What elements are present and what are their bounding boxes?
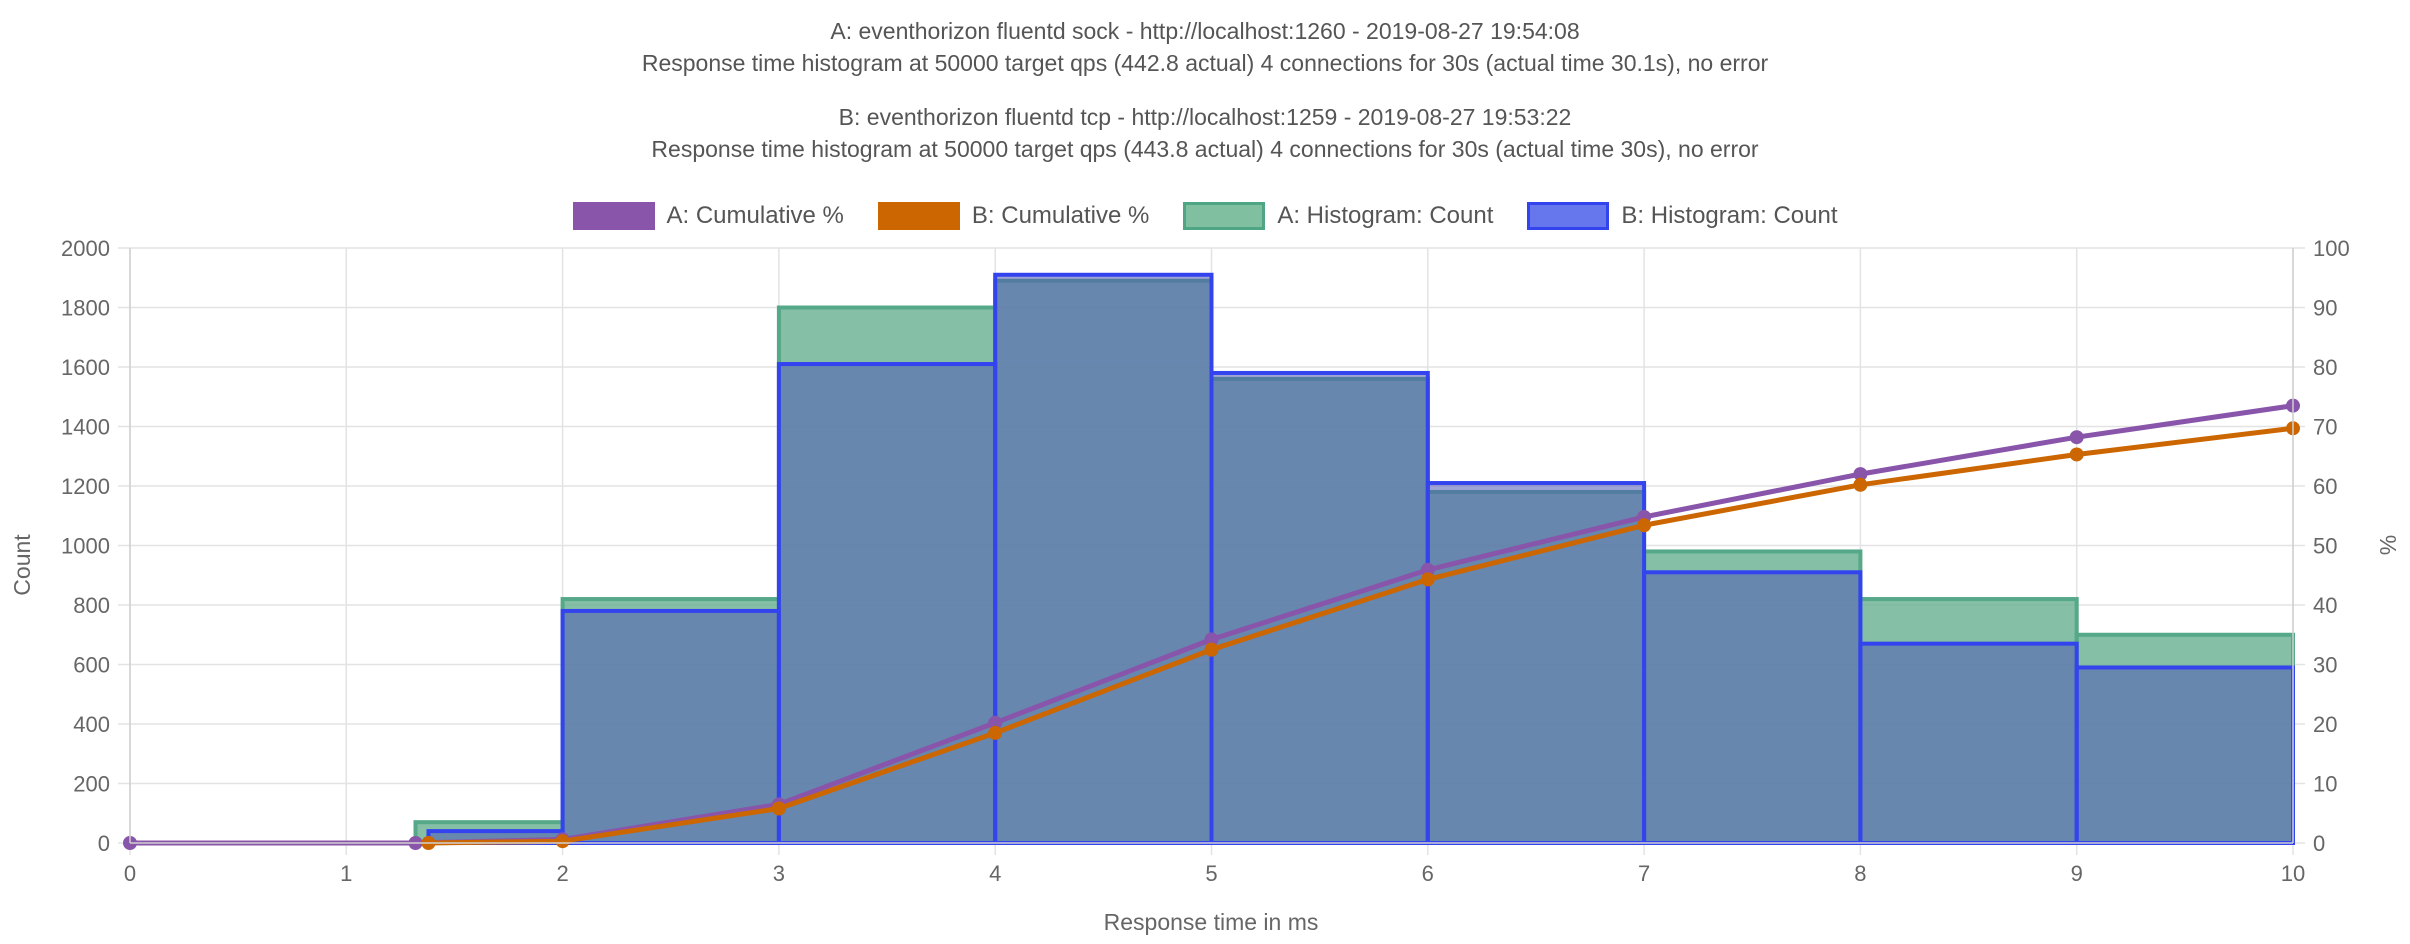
histogram-bar-b — [1209, 370, 1430, 845]
y-left-tick-label: 1000 — [61, 534, 110, 559]
title-a-line2: Response time histogram at 50000 target … — [641, 50, 1769, 76]
histogram-bar-b — [993, 272, 1214, 845]
y-left-tick-label: 600 — [73, 653, 110, 678]
legend-swatch-b-histogram — [1527, 202, 1610, 230]
y-right-tick-label: 10 — [2313, 772, 2337, 797]
legend-item-a-cumulative[interactable]: A: Cumulative % — [572, 202, 844, 230]
x-tick-label: 6 — [1422, 861, 1434, 886]
x-axis-title: Response time in ms — [1104, 909, 1319, 935]
y-right-tick-label: 80 — [2313, 355, 2337, 380]
x-tick-label: 7 — [1638, 861, 1650, 886]
y-right-tick-label: 50 — [2313, 534, 2337, 559]
y-left-tick-label: 1400 — [61, 415, 110, 440]
cumulative-point-b — [555, 834, 570, 849]
y-right-tick-label: 40 — [2313, 593, 2337, 618]
histogram-bar-b — [1858, 641, 2079, 845]
cumulative-point-a — [1853, 467, 1868, 482]
histogram-bar-b — [1425, 481, 1647, 845]
y-left-tick-label: 1200 — [61, 474, 110, 499]
y-axis-right-title: % — [2375, 535, 2401, 555]
y-right-tick-label: 60 — [2313, 474, 2337, 499]
x-tick-label: 9 — [2071, 861, 2083, 886]
legend-item-b-cumulative[interactable]: B: Cumulative % — [877, 202, 1150, 230]
y-right-tick-label: 0 — [2313, 831, 2325, 856]
cumulative-point-b — [1204, 642, 1219, 657]
x-tick-label: 8 — [1854, 861, 1866, 886]
histogram-bar-b — [560, 608, 781, 846]
cumulative-point-b — [1853, 477, 1868, 492]
y-right-tick-label: 20 — [2313, 712, 2337, 737]
histogram-layer — [413, 272, 2295, 846]
y-left-tick-label: 800 — [73, 593, 110, 618]
y-left-tick-label: 200 — [73, 772, 110, 797]
legend-swatch-b-cumulative — [877, 202, 960, 230]
legend-swatch-a-cumulative — [572, 202, 655, 230]
y-left-tick-label: 0 — [98, 831, 110, 856]
y-right-tick-label: 90 — [2313, 296, 2337, 321]
cumulative-point-b — [988, 725, 1003, 740]
y-right-tick-label: 30 — [2313, 653, 2337, 678]
y-right-tick-label: 100 — [2313, 236, 2350, 261]
legend-swatch-a-histogram — [1183, 202, 1266, 230]
y-left-tick-label: 400 — [73, 712, 110, 737]
legend-item-a-histogram[interactable]: A: Histogram: Count — [1183, 202, 1493, 230]
y-left-tick-label: 1600 — [61, 355, 110, 380]
cumulative-line-layer — [123, 398, 2300, 850]
axis-layer: 0 1 2 3 4 5 6 7 8 9 100200400600800100012001400160… — [61, 236, 2350, 886]
cumulative-point-b — [1637, 518, 1652, 533]
x-tick-label: 4 — [989, 861, 1001, 886]
y-left-tick-label: 2000 — [61, 236, 110, 261]
legend-label-a-histogram: A: Histogram: Count — [1277, 202, 1494, 229]
title-b-line2: Response time histogram at 50000 target … — [651, 136, 1759, 162]
chart-legend: A: Cumulative % B: Cumulative % A: Histo… — [0, 198, 2410, 234]
y-axis-left-title: Count — [9, 534, 35, 596]
cumulative-point-b — [2069, 447, 2084, 462]
legend-label-b-cumulative: B: Cumulative % — [971, 202, 1150, 229]
x-tick-label: 0 — [124, 861, 136, 886]
x-tick-label: 3 — [773, 861, 785, 886]
cumulative-point-a — [988, 715, 1003, 730]
y-right-tick-label: 70 — [2313, 415, 2337, 440]
cumulative-line-b — [428, 425, 2294, 846]
x-tick-label: 2 — [556, 861, 568, 886]
legend-label-b-histogram: B: Histogram: Count — [1621, 202, 1838, 229]
cumulative-point-a — [1204, 632, 1219, 647]
title-a-line1: A: eventhorizon fluentd sock - http://lo… — [830, 18, 1580, 44]
histogram-bar-b — [1642, 570, 1863, 846]
legend-item-b-histogram[interactable]: B: Histogram: Count — [1527, 202, 1838, 230]
cumulative-point-b — [1420, 572, 1435, 587]
title-b-line1: B: eventhorizon fluentd tcp - http://loc… — [838, 104, 1572, 130]
cumulative-point-b — [771, 801, 786, 816]
y-left-tick-label: 1800 — [61, 296, 110, 321]
cumulative-point-a — [2069, 430, 2084, 445]
x-tick-label: 1 — [340, 861, 352, 886]
x-tick-label: 10 — [2281, 861, 2305, 886]
histogram-bar-b — [2074, 665, 2295, 845]
legend-label-a-cumulative: A: Cumulative % — [666, 202, 844, 229]
x-tick-label: 5 — [1205, 861, 1217, 886]
